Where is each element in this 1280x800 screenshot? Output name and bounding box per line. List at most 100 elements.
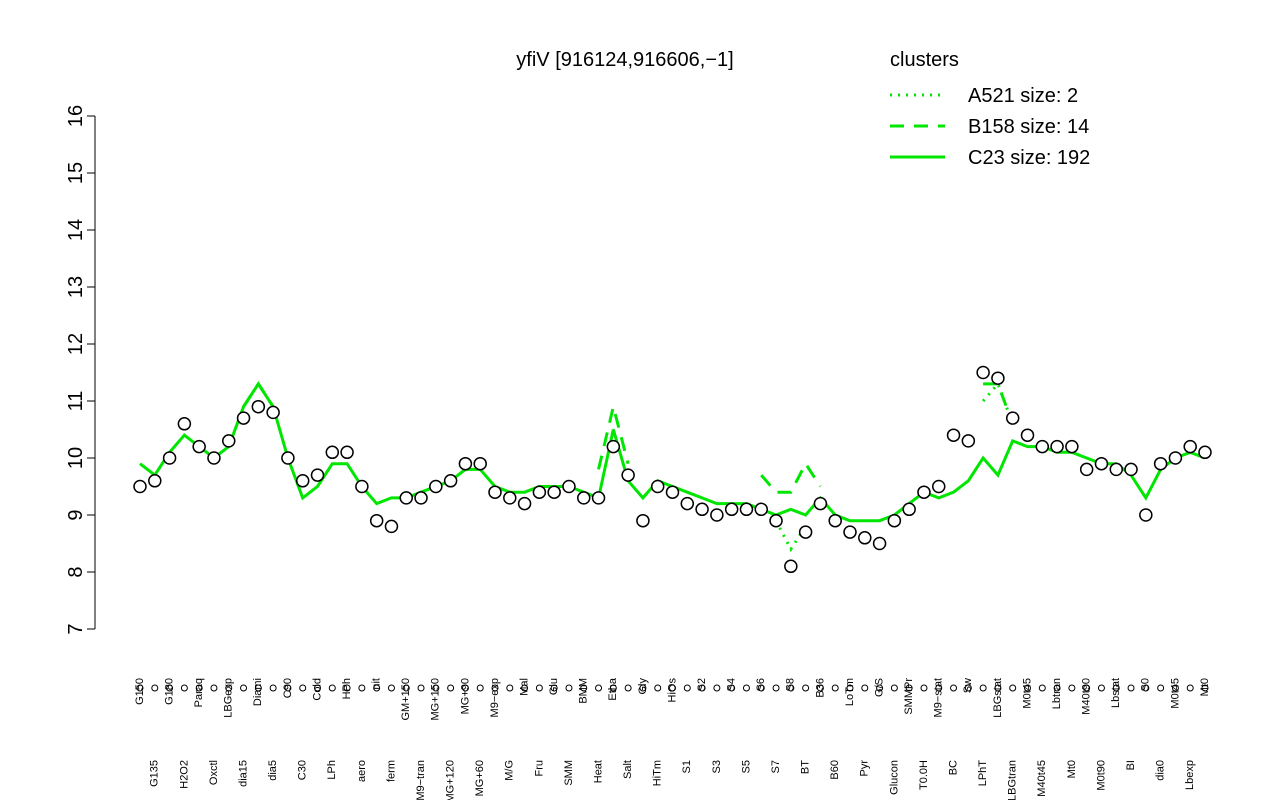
x-tick-label: aero bbox=[356, 760, 368, 782]
x-tick-dot bbox=[654, 684, 662, 692]
x-tick-label: Heat bbox=[592, 760, 604, 783]
x-tick-dot bbox=[669, 684, 676, 692]
data-point bbox=[1198, 445, 1212, 460]
x-tick-label: LBGexp bbox=[223, 678, 235, 718]
x-tick-label: Cold bbox=[311, 678, 323, 701]
x-tick-dot bbox=[225, 684, 233, 692]
x-tick-label: H2O2 bbox=[178, 760, 190, 789]
x-tick-label: Fru bbox=[533, 760, 545, 777]
x-tick-dot bbox=[1038, 684, 1046, 692]
y-tick-label: 11 bbox=[65, 391, 87, 412]
data-point bbox=[1168, 451, 1183, 465]
data-point bbox=[1065, 439, 1079, 454]
data-point bbox=[517, 496, 532, 511]
x-tick-dot bbox=[314, 684, 321, 692]
data-point bbox=[710, 508, 724, 522]
x-tick-label: M9−exp bbox=[489, 678, 501, 717]
x-tick-dot bbox=[742, 684, 750, 692]
x-tick-dot bbox=[905, 684, 913, 692]
x-tick-label: LPhT bbox=[977, 760, 989, 787]
x-tick-dot bbox=[964, 684, 972, 692]
x-tick-dot bbox=[1097, 684, 1105, 692]
x-tick-label: T0.0H bbox=[918, 760, 930, 790]
x-tick-dot bbox=[1186, 684, 1194, 692]
x-tick-dot bbox=[772, 684, 780, 692]
x-tick-dot bbox=[210, 684, 218, 692]
x-tick-label: S8 bbox=[785, 678, 797, 691]
data-point bbox=[310, 468, 325, 482]
x-tick-dot bbox=[358, 684, 366, 692]
x-tick-dot bbox=[1112, 684, 1120, 692]
x-tick-label: SMM bbox=[563, 760, 575, 786]
x-tick-label: B60 bbox=[829, 760, 841, 780]
x-tick-label: MG+90 bbox=[459, 678, 471, 714]
data-point bbox=[606, 439, 621, 454]
x-tick-label: MG+150 bbox=[430, 678, 442, 721]
x-tick-dot bbox=[802, 684, 810, 692]
data-point bbox=[813, 496, 828, 511]
x-tick-dot bbox=[1068, 684, 1076, 692]
x-tick-label: Diami bbox=[252, 678, 264, 706]
x-tick-dot bbox=[698, 684, 706, 692]
data-point bbox=[369, 513, 384, 528]
data-point bbox=[769, 513, 783, 528]
x-tick-label: BC bbox=[947, 760, 959, 775]
data-point bbox=[192, 439, 206, 454]
x-tick-dot bbox=[595, 684, 603, 692]
data-point bbox=[680, 496, 695, 511]
data-point bbox=[177, 417, 192, 431]
x-tick-label: M/G bbox=[504, 760, 516, 781]
legend-title: clusters bbox=[890, 49, 959, 71]
x-tick-dot bbox=[1009, 684, 1017, 692]
legend-label: A521 size: 2 bbox=[968, 85, 1078, 107]
data-point bbox=[503, 491, 517, 505]
x-tick-label: MG+60 bbox=[474, 760, 486, 796]
data-point bbox=[162, 451, 177, 465]
data-point bbox=[473, 456, 487, 471]
x-tick-dot bbox=[994, 684, 1002, 692]
x-tick-label: M0t45 bbox=[1169, 678, 1181, 709]
data-point bbox=[1079, 462, 1094, 477]
data-point bbox=[828, 513, 842, 528]
x-tick-label: S6 bbox=[755, 678, 767, 691]
x-tick-dot bbox=[1171, 684, 1179, 692]
x-tick-dot bbox=[166, 684, 174, 692]
data-point bbox=[532, 485, 547, 499]
x-tick-label: HiTm bbox=[652, 760, 664, 786]
x-tick-label: HPh bbox=[341, 678, 353, 699]
data-point bbox=[843, 525, 857, 539]
x-tick-label: Mal bbox=[518, 678, 530, 696]
x-tick-dot bbox=[387, 684, 395, 692]
x-tick-dot bbox=[1127, 684, 1135, 692]
x-tick-dot bbox=[180, 684, 188, 692]
data-point bbox=[340, 445, 354, 460]
x-tick-label: M0t90 bbox=[1095, 760, 1107, 791]
x-tick-label: BMM bbox=[578, 678, 590, 704]
x-tick-dot bbox=[284, 684, 292, 692]
y-tick-label: 12 bbox=[65, 333, 87, 355]
x-tick-dot bbox=[624, 684, 632, 692]
x-tick-label: M40t90 bbox=[1081, 678, 1093, 715]
x-tick-label: Glu bbox=[548, 678, 560, 695]
data-point bbox=[591, 491, 606, 505]
x-tick-dot bbox=[1053, 684, 1061, 692]
x-tick-dot bbox=[979, 684, 987, 692]
x-tick-label: G180 bbox=[163, 678, 175, 705]
y-tick-label: 14 bbox=[65, 219, 87, 241]
x-tick-dot bbox=[254, 684, 262, 692]
x-tick-dot bbox=[861, 684, 869, 692]
y-tick-label: 7 bbox=[65, 623, 87, 634]
x-tick-label: Mt0 bbox=[1199, 678, 1211, 696]
x-tick-dot bbox=[787, 684, 795, 692]
x-tick-dot bbox=[876, 684, 884, 692]
x-tick-dot bbox=[461, 684, 469, 692]
data-point bbox=[754, 502, 768, 517]
x-tick-label: C30 bbox=[297, 760, 309, 780]
x-tick-label: Lbtran bbox=[1051, 678, 1063, 709]
x-tick-dot bbox=[299, 684, 307, 692]
x-tick-label: G/S bbox=[873, 678, 885, 697]
x-tick-dot bbox=[846, 684, 854, 692]
x-tick-dot bbox=[683, 684, 691, 692]
